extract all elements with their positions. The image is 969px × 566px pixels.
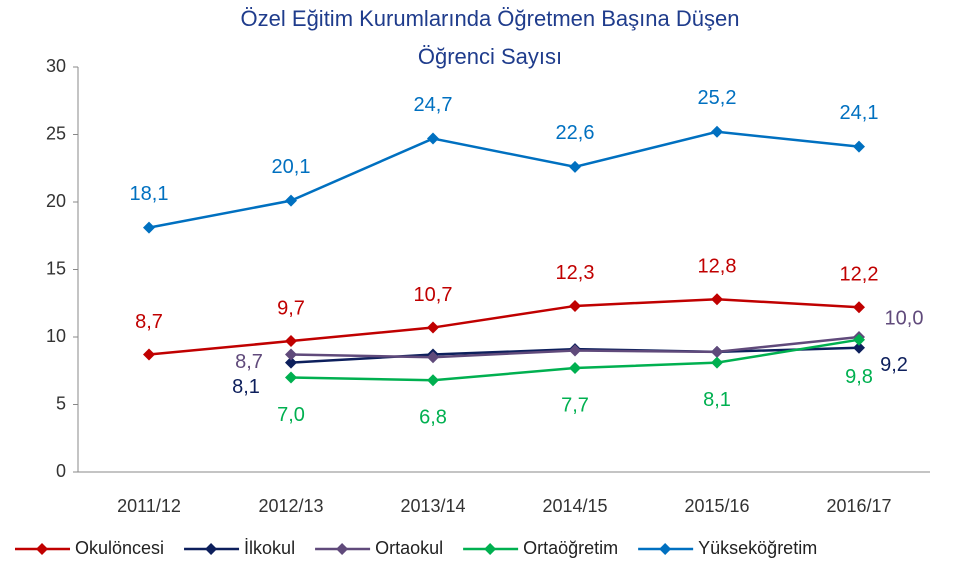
legend-marker: [36, 543, 48, 555]
y-tick-label: 15: [46, 258, 66, 278]
data-label: 9,7: [277, 297, 305, 319]
data-label: 9,8: [845, 366, 873, 388]
y-tick-label: 20: [46, 191, 66, 211]
data-point: [853, 140, 865, 153]
data-label: 7,0: [277, 404, 305, 426]
legend-label: Okulöncesi: [75, 538, 164, 558]
y-tick-label: 0: [56, 461, 66, 481]
data-point: [569, 299, 581, 312]
data-label: 9,2: [880, 354, 908, 376]
legend-label: Ortaöğretim: [523, 538, 618, 558]
series-line: [148, 130, 860, 229]
data-point: [285, 348, 297, 361]
x-tick-label: 2013/14: [400, 496, 465, 516]
data-label: 20,1: [272, 156, 311, 178]
data-point: [569, 362, 581, 375]
chart-title: Öğrenci Sayısı: [418, 44, 562, 69]
data-point: [143, 221, 155, 234]
y-tick-label: 25: [46, 123, 66, 143]
y-tick-label: 30: [46, 56, 66, 76]
legend-marker: [484, 543, 497, 555]
data-label: 7,7: [561, 394, 589, 416]
data-point: [285, 356, 297, 369]
y-tick-label: 10: [46, 326, 66, 346]
legend-label: Ortaokul: [375, 538, 443, 558]
data-point: [143, 348, 155, 361]
data-label: 8,1: [703, 389, 731, 411]
data-point: [427, 132, 439, 145]
data-label: 8,7: [235, 351, 263, 373]
legend-marker: [336, 543, 349, 555]
legend-marker: [205, 543, 218, 555]
data-label: 6,8: [419, 406, 447, 428]
data-point: [569, 344, 581, 357]
data-point: [285, 371, 297, 384]
x-tick-label: 2015/16: [684, 496, 749, 516]
data-point: [711, 345, 723, 358]
legend-label: İlkokul: [244, 538, 295, 558]
series-line: [148, 297, 860, 356]
data-point: [427, 321, 439, 334]
data-point: [853, 341, 865, 354]
data-label: 10,7: [414, 284, 453, 306]
y-tick-label: 5: [56, 393, 66, 413]
x-tick-label: 2014/15: [542, 496, 607, 516]
data-label: 22,6: [556, 122, 595, 144]
data-point: [711, 125, 723, 138]
data-label: 18,1: [130, 183, 169, 205]
x-tick-label: 2011/12: [117, 496, 181, 516]
data-point: [427, 351, 439, 364]
data-label: 24,7: [414, 94, 453, 116]
data-point: [569, 160, 581, 173]
data-point: [427, 374, 439, 387]
data-point: [711, 356, 723, 369]
data-point: [853, 301, 865, 314]
data-label: 12,2: [840, 264, 879, 286]
data-point: [285, 194, 297, 207]
legend-label: Yükseköğretim: [698, 538, 817, 558]
data-point: [285, 335, 297, 348]
data-label: 10,0: [885, 307, 924, 329]
chart-title: Özel Eğitim Kurumlarında Öğretmen Başına…: [241, 6, 740, 31]
legend-marker: [659, 543, 672, 555]
data-label: 12,3: [556, 262, 595, 284]
data-label: 8,1: [232, 376, 260, 398]
x-tick-label: 2016/17: [826, 496, 891, 516]
x-tick-label: 2012/13: [258, 496, 323, 516]
data-label: 24,1: [840, 102, 879, 124]
data-point: [711, 293, 723, 306]
data-label: 12,8: [698, 255, 737, 277]
data-label: 8,7: [135, 311, 163, 333]
data-point: [853, 333, 865, 346]
data-label: 25,2: [698, 87, 737, 109]
